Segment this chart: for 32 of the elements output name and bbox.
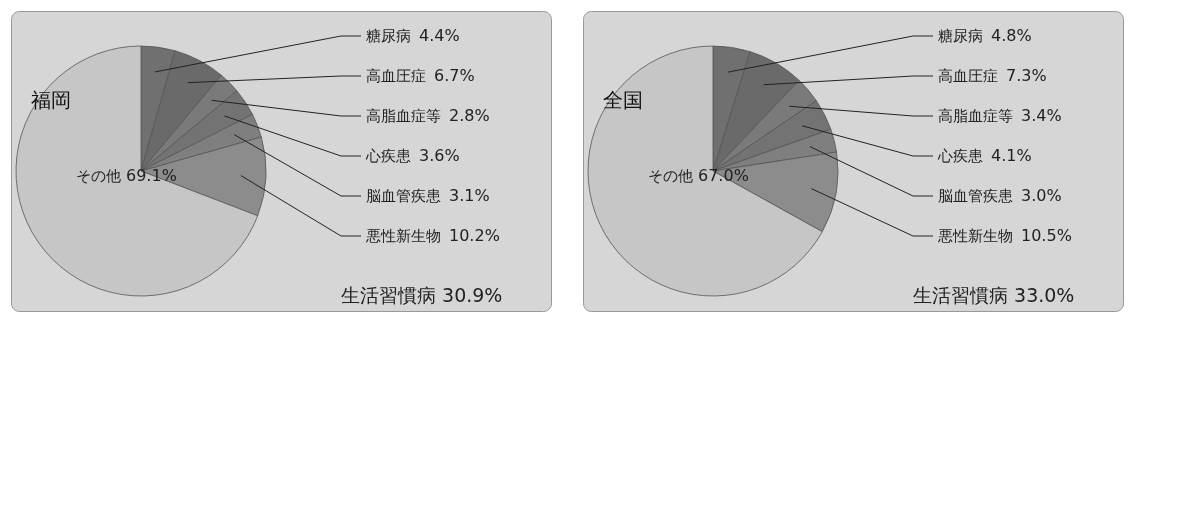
data-label: 3.6% [419,146,460,165]
data-label: 4.1% [991,146,1032,165]
data-label: 10.2% [449,226,500,245]
slice-label: 心疾患 [937,147,983,165]
slice-label: 高血圧症 [938,67,998,85]
text: 全国 [603,88,643,112]
data-label: 3.1% [449,186,490,205]
data-label: 7.3% [1006,66,1047,85]
slice-label: 脳血管疾患 [366,187,441,205]
data-label: 2.8% [449,106,490,125]
slice-label: 糖尿病 [938,27,983,45]
data-label: 10.5% [1021,226,1072,245]
slice-label: 脳血管疾患 [938,187,1013,205]
text: 生活習慣病 30.9% [341,284,503,306]
text: 福岡 [31,88,71,112]
data-label: 4.4% [419,26,460,45]
slice-label: 悪性新生物 [937,227,1013,245]
slice-label: 高脂血症等 [938,107,1013,125]
data-label: 6.7% [434,66,475,85]
data-label: 69.1% [126,166,177,185]
data-label: 3.0% [1021,186,1062,205]
slice-label: 糖尿病 [366,27,411,45]
slice-label: その他 [648,167,693,185]
slice-label: その他 [76,167,121,185]
data-label: 3.4% [1021,106,1062,125]
slice-label: 高脂血症等 [366,107,441,125]
slice-label: 高血圧症 [366,67,426,85]
data-label: 4.8% [991,26,1032,45]
slice-label: 心疾患 [365,147,411,165]
slice-label: 悪性新生物 [365,227,441,245]
data-label: 67.0% [698,166,749,185]
text: 生活習慣病 33.0% [913,284,1075,306]
